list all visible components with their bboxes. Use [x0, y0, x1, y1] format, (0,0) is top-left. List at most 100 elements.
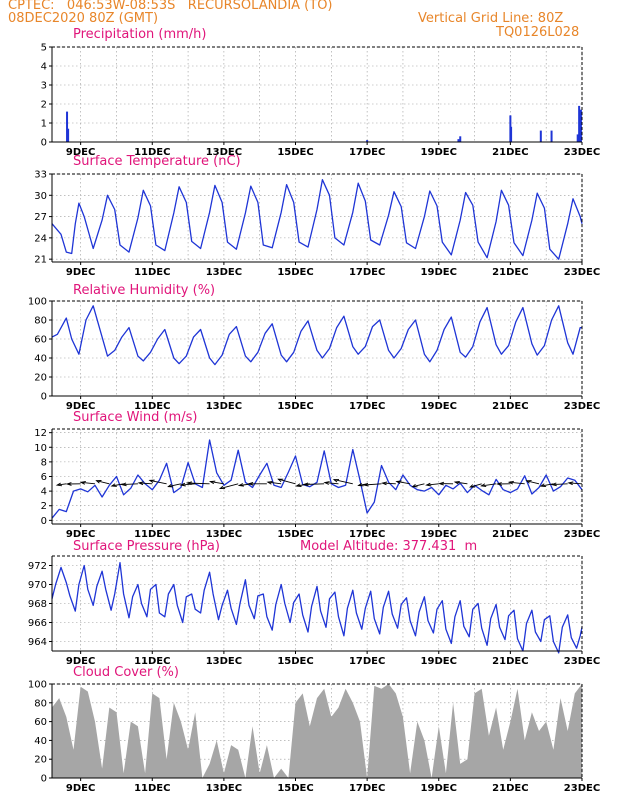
cloud-xtick-label: 21DEC: [492, 783, 528, 794]
pressure-line: [51, 562, 583, 654]
wind-ytick-label: 0: [41, 516, 47, 527]
wind-arrow-head: [332, 478, 340, 483]
precip-xtick-label: 19DEC: [421, 147, 457, 158]
wind-arrow: [470, 483, 482, 488]
pressure-xtick-label: 21DEC: [492, 656, 528, 667]
precip-ytick-label: 4: [41, 62, 47, 73]
precip-bar: [510, 126, 513, 142]
cloud-xtick-label: 13DEC: [206, 783, 242, 794]
cloud-xtick-label: 15DEC: [277, 783, 313, 794]
temp-xtick-label: 9DEC: [66, 267, 95, 278]
pressure-ytick-label: 972: [28, 561, 47, 572]
cloud-xtick-label: 9DEC: [66, 783, 95, 794]
wind-arrow-head: [55, 482, 63, 487]
wind-xtick-label: 17DEC: [349, 529, 385, 540]
header-location: CPTEC: 046:53W-08:53S RECURSOLANDIA (TO): [8, 0, 333, 13]
rh-ytick-label: 20: [34, 373, 47, 384]
temp-xtick-label: 13DEC: [206, 267, 242, 278]
wind-arrow-head: [79, 481, 86, 485]
wind-arrow: [168, 483, 182, 488]
temp-xtick-label: 15DEC: [277, 267, 313, 278]
wind-arrow: [187, 482, 210, 485]
wind-arrow-head: [185, 481, 193, 486]
precip-xtick-label: 11DEC: [134, 147, 170, 158]
rh-xtick-label: 13DEC: [206, 401, 242, 412]
pressure-altitude-note: Model Altitude: 377.431 m: [300, 539, 478, 554]
precip-xtick-label: 15DEC: [277, 147, 313, 158]
rh-xtick-label: 21DEC: [492, 401, 528, 412]
precip-bar: [579, 109, 582, 142]
precip-bar: [366, 140, 369, 142]
wind-ytick-label: 8: [41, 457, 47, 468]
wind-ytick-label: 6: [41, 472, 47, 483]
temp-ytick-label: 21: [34, 255, 47, 266]
wind-arrow: [382, 482, 396, 485]
pressure-xtick-label: 11DEC: [134, 656, 170, 667]
wind-arrow: [210, 481, 224, 485]
wind-arrow-head: [357, 482, 364, 487]
precip-bar: [459, 136, 462, 142]
wind-title: Surface Wind (m/s): [73, 410, 198, 425]
precip-bar: [578, 105, 581, 142]
cloud-ytick-label: 60: [34, 717, 47, 728]
pressure-xtick-label: 19DEC: [421, 656, 457, 667]
pressure-xtick-label: 23DEC: [564, 656, 600, 667]
wind-arrow-head: [411, 483, 418, 488]
wind-arrow: [540, 483, 554, 487]
precip-xtick-label: 23DEC: [564, 147, 600, 158]
cloud-area: [52, 684, 582, 778]
wind-arrow-head: [95, 480, 102, 484]
precip-ytick-label: 0: [41, 138, 47, 149]
rh-ytick-label: 40: [34, 354, 47, 365]
rh-xtick-label: 9DEC: [66, 401, 95, 412]
rh-xtick-label: 19DEC: [421, 401, 457, 412]
pressure-xtick-label: 13DEC: [206, 656, 242, 667]
precip-bar: [67, 128, 70, 142]
pressure-xtick-label: 9DEC: [66, 656, 95, 667]
wind-arrow-head: [110, 483, 117, 487]
temp-line: [51, 179, 583, 260]
wind-arrow: [426, 483, 439, 486]
pressure-ytick-label: 968: [28, 599, 47, 610]
wind-ytick-label: 2: [41, 501, 47, 512]
wind-arrow-head: [208, 480, 216, 485]
precip-bar: [550, 130, 553, 142]
cloud-ytick-label: 40: [34, 736, 47, 747]
wind-arrow-head: [438, 481, 445, 486]
wind-arrow-head: [167, 483, 174, 488]
rh-xtick-label: 17DEC: [349, 401, 385, 412]
pressure-ytick-label: 966: [28, 618, 47, 629]
wind-xtick-label: 11DEC: [134, 529, 170, 540]
wind-arrow: [333, 479, 353, 485]
header-grid-note: Vertical Grid Line: 80Z: [418, 11, 564, 26]
wind-arrow: [481, 483, 497, 487]
rh-xtick-label: 11DEC: [134, 401, 170, 412]
rh-ytick-label: 100: [28, 297, 47, 308]
wind-arrow-head: [277, 478, 284, 483]
precip-xtick-label: 17DEC: [349, 147, 385, 158]
precip-xtick-label: 21DEC: [492, 147, 528, 158]
wind-arrow: [96, 480, 110, 485]
cloud-xtick-label: 11DEC: [134, 783, 170, 794]
wind-arrow-head: [362, 482, 369, 487]
precip-ytick-label: 2: [41, 100, 47, 111]
cloud-ytick-label: 0: [41, 774, 47, 785]
precip-xtick-label: 9DEC: [66, 147, 95, 158]
rh-line: [51, 305, 582, 366]
wind-arrow-head: [539, 483, 546, 487]
wind-xtick-label: 19DEC: [421, 529, 457, 540]
wind-arrow-head: [469, 484, 476, 488]
wind-arrow: [526, 480, 540, 485]
pressure-xtick-label: 15DEC: [277, 656, 313, 667]
precip-ytick-label: 1: [41, 119, 47, 130]
temp-xtick-label: 17DEC: [349, 267, 385, 278]
precip-title: Precipitation (mm/h): [73, 27, 207, 42]
wind-arrow: [121, 483, 138, 486]
wind-arrow-head: [237, 483, 244, 487]
temp-ytick-label: 27: [34, 212, 47, 223]
precip-bar: [539, 130, 542, 142]
wind-arrow: [568, 482, 583, 485]
wind-arrow-head: [323, 481, 330, 485]
wind-arrow-head: [395, 480, 402, 484]
